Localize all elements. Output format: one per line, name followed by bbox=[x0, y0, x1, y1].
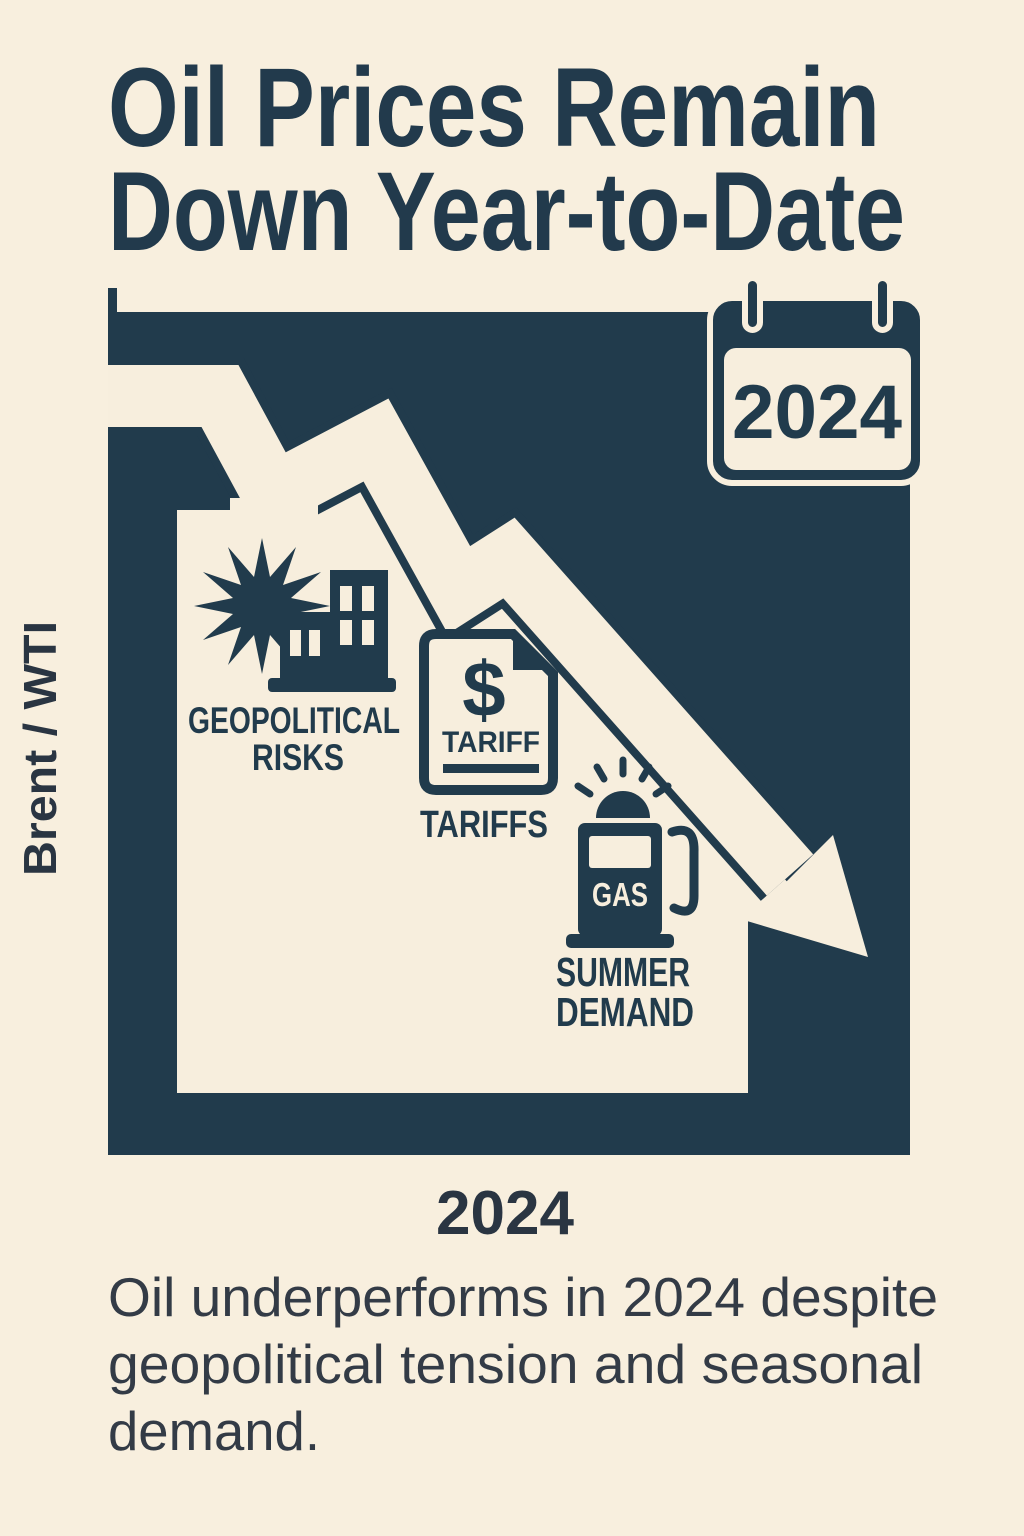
document-dollar-sign: $ bbox=[462, 645, 505, 733]
document-tariff-text: TARIFF bbox=[442, 726, 540, 759]
pump-nozzle-hose bbox=[667, 825, 699, 916]
x-axis-label: 2024 bbox=[436, 1179, 574, 1248]
document-outline bbox=[419, 629, 558, 795]
tariff-document-icon: $ TARIFF bbox=[419, 629, 558, 795]
calendar-ring-left bbox=[742, 275, 763, 333]
calendar-year-text: 2024 bbox=[732, 370, 902, 455]
factor-label-demand: DEMAND bbox=[556, 989, 694, 1035]
caption: Oil underperforms in 2024 despite geopol… bbox=[108, 1266, 938, 1462]
valley-merge-patch bbox=[230, 498, 318, 558]
title-line-1: Oil Prices Remain bbox=[108, 45, 880, 170]
building-window bbox=[362, 586, 374, 611]
caption-line-1: Oil underperforms in 2024 despite bbox=[108, 1266, 938, 1328]
caption-line-3: demand. bbox=[108, 1400, 320, 1462]
arrowhead-icon bbox=[747, 835, 868, 957]
document-fold-corner bbox=[513, 630, 553, 670]
factor-label-tariffs: TARIFFS bbox=[420, 804, 548, 846]
building-small bbox=[280, 612, 330, 682]
building-window bbox=[340, 586, 352, 611]
declining-trend-arrow bbox=[108, 357, 868, 957]
factor-label-summer: SUMMER bbox=[556, 949, 690, 995]
explosion-buildings-icon bbox=[194, 538, 396, 692]
building-window bbox=[309, 630, 320, 656]
factor-label-risks: RISKS bbox=[252, 737, 344, 778]
explosion-burst-icon bbox=[194, 538, 330, 674]
pump-window bbox=[589, 836, 651, 868]
calendar-inner-panel bbox=[724, 348, 911, 470]
building-window bbox=[290, 630, 301, 656]
caption-line-2: geopolitical tension and seasonal bbox=[108, 1333, 923, 1395]
y-axis-label: Brent / WTI bbox=[14, 621, 66, 876]
document-underline bbox=[443, 764, 539, 773]
building-window bbox=[362, 620, 374, 645]
pump-dome bbox=[596, 791, 650, 818]
gas-pump-icon: GAS bbox=[566, 756, 699, 948]
trend-line-band bbox=[108, 365, 814, 896]
building-window bbox=[340, 620, 352, 645]
factor-label-geopolitical: GEOPOLITICAL bbox=[188, 700, 400, 741]
building-tall bbox=[330, 570, 388, 682]
y-axis-line bbox=[108, 288, 117, 316]
calendar-ring-right bbox=[872, 275, 893, 333]
title-line-2: Down Year-to-Date bbox=[108, 149, 905, 274]
pump-gas-text: GAS bbox=[592, 876, 648, 913]
pump-sun-rays bbox=[574, 756, 672, 798]
page-title: Oil Prices Remain Down Year-to-Date bbox=[108, 45, 905, 274]
calendar-2024-badge: 2024 bbox=[707, 275, 926, 486]
building-base bbox=[268, 678, 396, 692]
pump-base bbox=[566, 934, 674, 948]
